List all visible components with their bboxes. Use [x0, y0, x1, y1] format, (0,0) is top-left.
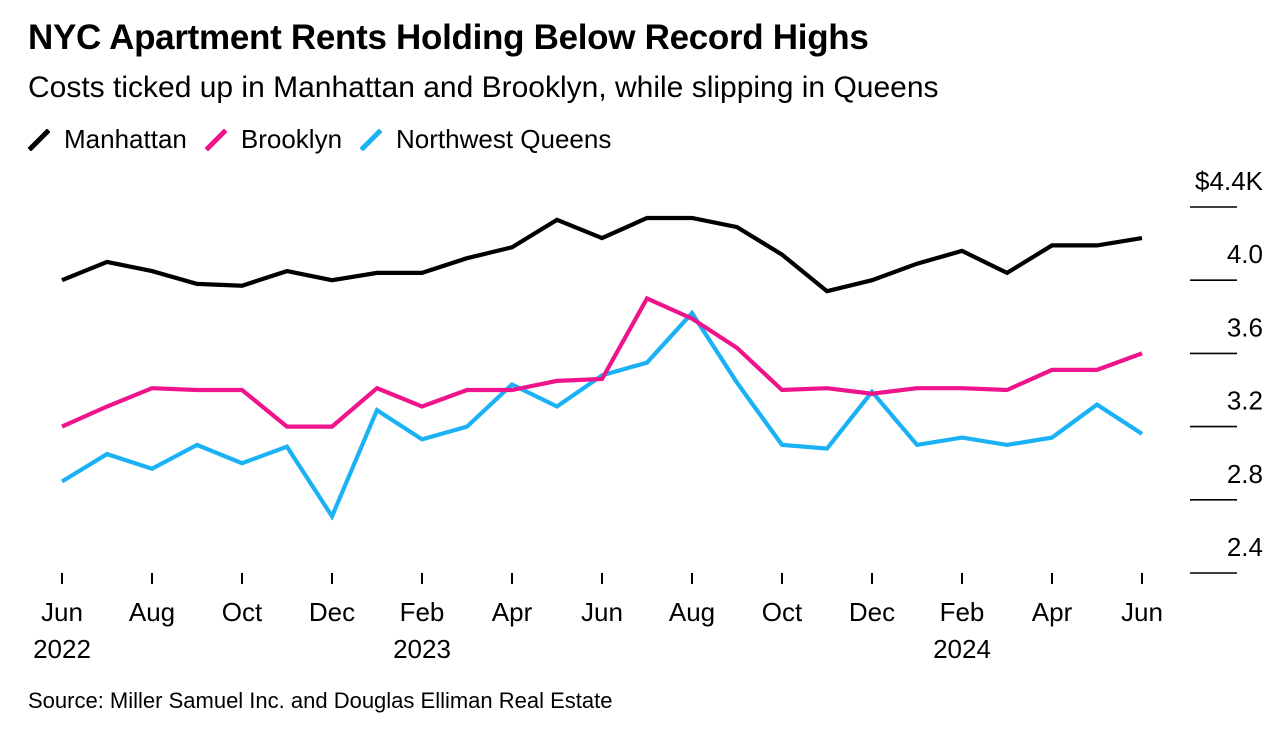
x-tick-label-4: Feb — [400, 597, 445, 627]
y-tick-label-0: $4.4K — [1195, 166, 1264, 196]
y-tick-label-1: 4.0 — [1227, 239, 1263, 269]
x-tick-label-5: Apr — [492, 597, 533, 627]
x-tick-label-1: Aug — [129, 597, 175, 627]
y-tick-label-2: 3.6 — [1227, 312, 1263, 342]
y-tick-label-4: 2.8 — [1227, 459, 1263, 489]
x-tick-label-0: Jun — [41, 597, 83, 627]
series-line-brooklyn — [61, 295, 1143, 429]
legend-swatch-brooklyn — [204, 128, 227, 151]
x-tick-year-4: 2023 — [393, 634, 451, 664]
x-tick-label-7: Aug — [669, 597, 715, 627]
legend: Manhattan Brooklyn Northwest Queens — [28, 124, 629, 155]
legend-label-manhattan: Manhattan — [64, 124, 187, 154]
legend-label-queens: Northwest Queens — [396, 124, 612, 154]
y-tick-label-3: 3.2 — [1227, 386, 1263, 416]
source-note: Source: Miller Samuel Inc. and Douglas E… — [28, 688, 613, 713]
legend-mark-manhattan — [28, 128, 50, 151]
legend-swatch-manhattan — [28, 128, 50, 151]
y-tick-label-5: 2.4 — [1227, 532, 1263, 562]
x-tick-label-12: Jun — [1121, 597, 1163, 627]
x-tick-label-10: Feb — [940, 597, 985, 627]
x-tick-year-10: 2024 — [933, 634, 991, 664]
legend-mark-brooklyn — [204, 128, 227, 151]
legend-item-queens: Northwest Queens — [360, 124, 611, 155]
x-tick-label-8: Oct — [762, 597, 803, 627]
chart-subtitle: Costs ticked up in Manhattan and Brookly… — [28, 71, 939, 104]
legend-label-brooklyn: Brooklyn — [240, 124, 343, 154]
x-tick-year-0: 2022 — [33, 634, 91, 664]
legend-item-manhattan: Manhattan — [28, 124, 187, 155]
x-tick-label-3: Dec — [309, 597, 355, 627]
x-tick-label-11: Apr — [1032, 597, 1073, 627]
legend-mark-queens — [360, 128, 383, 151]
series-line-manhattan — [61, 215, 1143, 294]
x-tick-label-6: Jun — [581, 597, 623, 627]
chart-title: NYC Apartment Rents Holding Below Record… — [28, 18, 869, 57]
line-chart: $4.4K 4.0 3.6 3.2 2.8 2.4 Jun 2022 Aug Oct Dec Feb 2… — [33, 166, 1264, 664]
x-tick-label-2: Oct — [222, 597, 263, 627]
series-line-queens — [60, 309, 1144, 521]
legend-swatch-queens — [360, 128, 383, 151]
legend-item-brooklyn: Brooklyn — [204, 124, 343, 155]
x-tick-label-9: Dec — [849, 597, 895, 627]
